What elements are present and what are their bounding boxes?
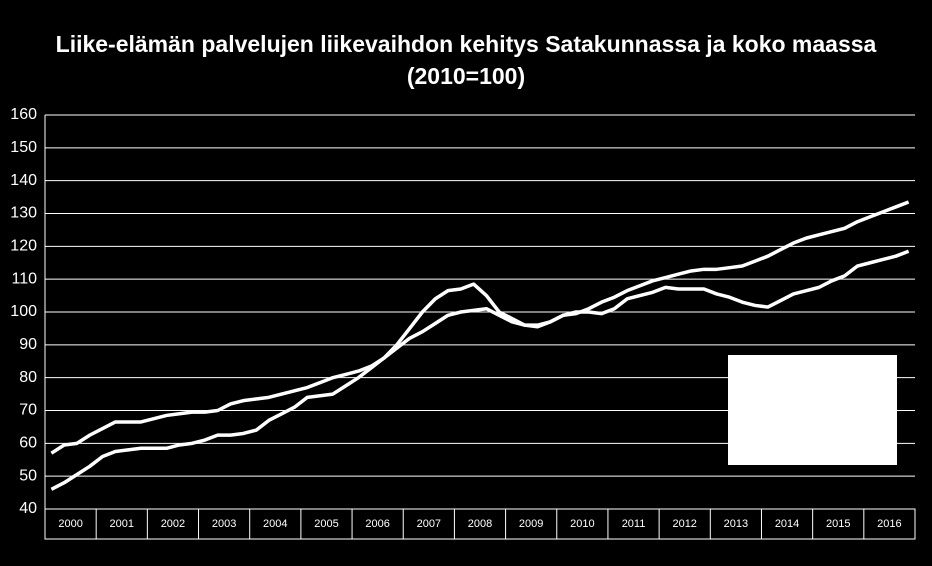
x-tick-label: 2010 xyxy=(570,518,594,530)
series-line xyxy=(50,249,910,491)
x-tick-label: 2002 xyxy=(161,518,185,530)
x-axis-band xyxy=(44,508,916,540)
x-tick-label: 2012 xyxy=(672,518,696,530)
y-tick-label: 60 xyxy=(19,435,37,452)
y-tick-label: 160 xyxy=(10,106,37,123)
lines xyxy=(50,200,910,491)
x-tick-label: 2013 xyxy=(724,518,748,530)
y-tick-label: 140 xyxy=(10,172,37,189)
y-tick-label: 70 xyxy=(19,402,37,419)
x-tick-label: 2007 xyxy=(417,518,441,530)
x-tick-label: 2008 xyxy=(468,518,492,530)
x-tick-label: 2016 xyxy=(877,518,901,530)
y-tick-label: 50 xyxy=(19,467,37,484)
x-tick-label: 2004 xyxy=(263,518,287,530)
chart-title: Liike-elämän palvelujen liikevaihdon keh… xyxy=(56,31,877,57)
x-tick-label: 2000 xyxy=(58,518,82,530)
y-tick-label: 150 xyxy=(10,139,37,156)
x-tick-label: 2014 xyxy=(775,518,799,530)
y-tick-label: 100 xyxy=(10,303,37,320)
y-tick-label: 110 xyxy=(11,270,37,287)
x-tick-label: 2015 xyxy=(826,518,850,530)
y-tick-label: 120 xyxy=(10,238,37,255)
y-tick-label: 90 xyxy=(19,336,37,353)
y-tick-label: 130 xyxy=(10,205,37,222)
x-tick-label: 2009 xyxy=(519,518,543,530)
x-tick-label: 2011 xyxy=(622,518,646,530)
x-tick-label: 2005 xyxy=(314,518,338,530)
series-line xyxy=(50,200,910,455)
chart-subtitle: (2010=100) xyxy=(407,63,525,89)
x-tick-label: 2006 xyxy=(365,518,389,530)
grid: 40 50 60 70 80 90 100 110 120 130 140 150 160 2000 200… xyxy=(10,106,916,540)
legend-box xyxy=(728,355,897,465)
y-tick-label: 40 xyxy=(19,500,37,517)
x-tick-label: 2003 xyxy=(212,518,236,530)
x-tick-label: 2001 xyxy=(110,518,134,530)
y-tick-label: 80 xyxy=(19,369,37,386)
